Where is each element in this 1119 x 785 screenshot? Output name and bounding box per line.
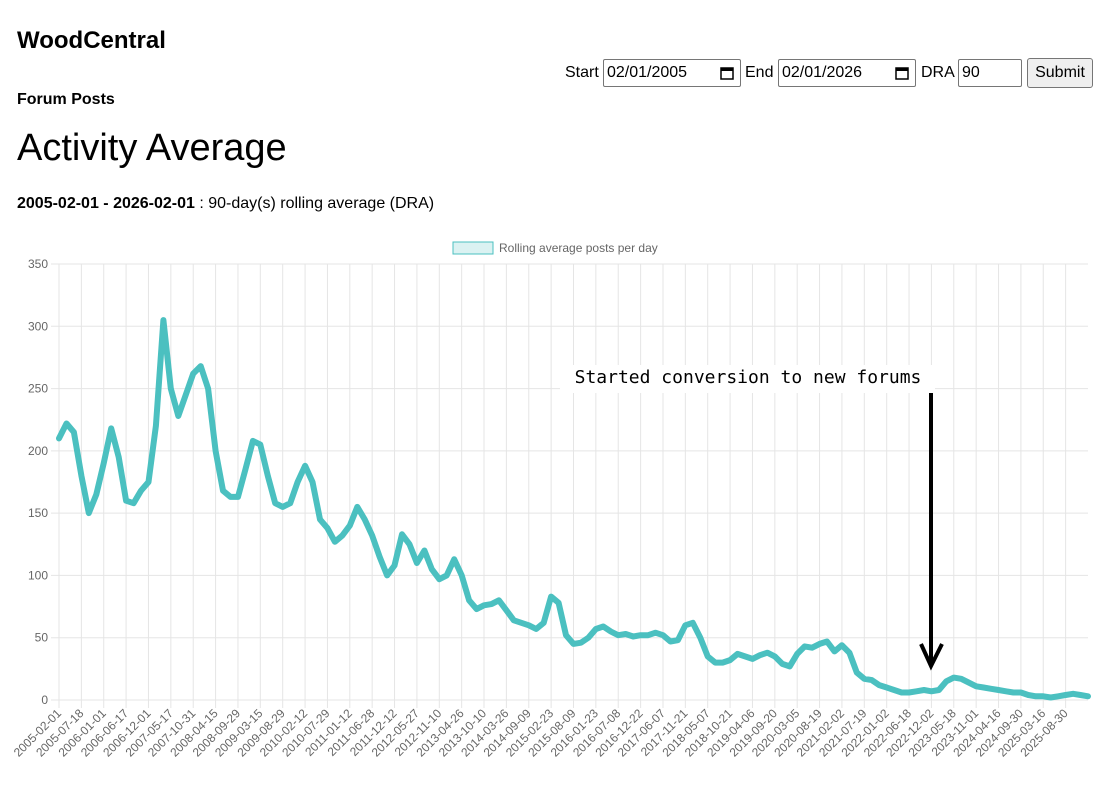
start-value: 02/01/2005 xyxy=(607,64,688,81)
end-value: 02/01/2026 xyxy=(782,64,863,81)
annotation-bg xyxy=(560,365,935,393)
y-tick-label: 150 xyxy=(28,506,48,520)
y-tick-label: 300 xyxy=(28,319,48,333)
range-note: : 90-day(s) rolling average (DRA) xyxy=(199,195,435,212)
y-tick-label: 250 xyxy=(28,382,48,396)
data-line xyxy=(56,317,1091,701)
dra-label: DRA xyxy=(921,64,955,81)
start-label: Start xyxy=(565,64,599,81)
y-tick-label: 350 xyxy=(28,257,48,271)
plot: 0501001502002503003502005-02-012005-07-1… xyxy=(11,241,1091,760)
dra-value: 90 xyxy=(962,64,980,81)
calendar-icon xyxy=(720,67,734,80)
legend-label: Rolling average posts per day xyxy=(499,241,658,255)
y-tick-label: 200 xyxy=(28,444,48,458)
y-tick-label: 0 xyxy=(41,693,48,707)
site-title: WoodCentral xyxy=(17,27,166,54)
end-input[interactable]: 02/01/2026 xyxy=(778,59,916,87)
date-range: 2005-02-01 - 2026-02-01 xyxy=(17,195,195,212)
submit-button[interactable]: Submit xyxy=(1027,58,1093,88)
subtitle: 2005-02-01 - 2026-02-01 : 90-day(s) roll… xyxy=(17,195,434,213)
annotation-arrowhead xyxy=(919,643,944,671)
start-input[interactable]: 02/01/2005 xyxy=(603,59,741,87)
y-tick-label: 100 xyxy=(28,568,48,582)
section-label: Forum Posts xyxy=(17,91,115,108)
y-tick-label: 50 xyxy=(35,631,49,645)
dra-input[interactable]: 90 xyxy=(958,59,1022,87)
calendar-icon xyxy=(895,67,909,80)
annotation: Started conversion to new forums xyxy=(575,367,922,388)
end-label: End xyxy=(745,64,774,81)
page-title: Activity Average xyxy=(17,127,287,169)
legend-swatch xyxy=(452,241,494,255)
